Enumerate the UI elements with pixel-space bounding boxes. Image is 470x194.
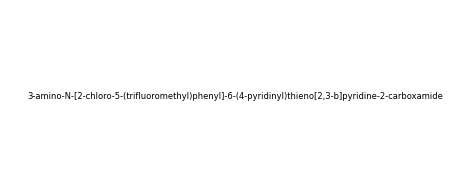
Text: 3-amino-N-[2-chloro-5-(trifluoromethyl)phenyl]-6-(4-pyridinyl)thieno[2,3-b]pyrid: 3-amino-N-[2-chloro-5-(trifluoromethyl)p… (27, 93, 443, 101)
